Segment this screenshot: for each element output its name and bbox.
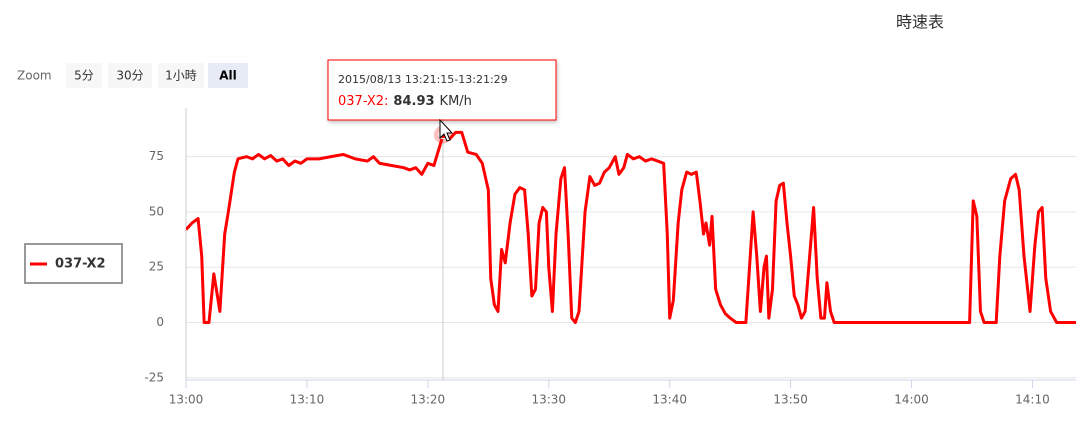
legend-label[interactable]: 037-X2 xyxy=(55,257,106,272)
x-tick-label: 13:20 xyxy=(411,393,446,407)
zoom-button[interactable] xyxy=(108,63,152,88)
y-tick-label: 0 xyxy=(156,315,164,329)
tooltip-row: 037-X2: 84.93 KM/h xyxy=(338,94,472,109)
zoom-button[interactable] xyxy=(66,63,102,88)
zoom-button-label[interactable]: 5分 xyxy=(74,69,94,83)
zoom-buttons: 5分 30分 1小時 All xyxy=(66,63,248,88)
zoom-button-label[interactable]: 30分 xyxy=(116,69,143,83)
zoom-button-label[interactable]: All xyxy=(219,69,237,83)
x-tick-label: 13:10 xyxy=(290,393,325,407)
y-tick-label: 75 xyxy=(149,149,164,163)
zoom-button-label[interactable]: 1小時 xyxy=(165,69,197,83)
tooltip-header: 2015/08/13 13:21:15-13:21:29 xyxy=(338,73,508,86)
line-series xyxy=(186,130,1076,324)
zoom-label: Zoom xyxy=(17,69,52,83)
x-tick-label: 13:50 xyxy=(773,393,808,407)
x-tick-label: 13:00 xyxy=(169,393,204,407)
tooltip-box xyxy=(327,59,557,121)
y-tick-label: 50 xyxy=(149,204,164,218)
chart-title: 時速表 xyxy=(896,13,944,32)
y-tick-label: 25 xyxy=(149,260,164,274)
x-tick-label: 13:30 xyxy=(531,393,566,407)
tooltip-value: 84.93 xyxy=(393,94,434,109)
x-tick-label: 13:40 xyxy=(652,393,687,407)
x-tick-label: 14:10 xyxy=(1015,393,1050,407)
cursor xyxy=(439,118,454,142)
tooltip-unit: KM/h xyxy=(440,94,472,109)
tooltip: 2015/08/13 13:21:15-13:21:29 037-X2: 84.93… xyxy=(327,59,557,121)
x-tick-label: 14:00 xyxy=(894,393,929,407)
tooltip-series: 037-X2: xyxy=(338,94,388,109)
y-tick-label: -25 xyxy=(144,370,164,384)
zoom-button[interactable] xyxy=(208,63,248,88)
zoom-button[interactable] xyxy=(158,63,204,88)
